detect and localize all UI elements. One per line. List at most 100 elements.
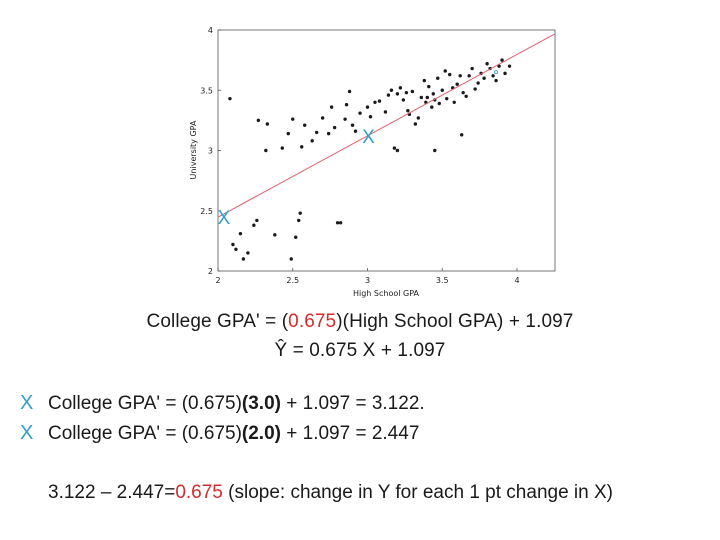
data-point bbox=[344, 103, 349, 107]
data-point bbox=[343, 117, 347, 121]
data-point bbox=[485, 62, 489, 66]
x-tick-label: 3.5 bbox=[436, 276, 449, 285]
data-point bbox=[461, 90, 465, 95]
x-marker-on-line: X bbox=[218, 208, 231, 229]
data-point bbox=[413, 122, 418, 126]
data-point bbox=[401, 98, 406, 102]
data-point bbox=[448, 72, 452, 77]
data-point bbox=[383, 110, 388, 114]
data-point bbox=[353, 129, 358, 133]
example-row-2: X College GPA' = (0.675)(2.0) + 1.097 = 2… bbox=[20, 422, 419, 445]
example-1-prefix: College GPA' = (0.675) bbox=[48, 393, 242, 414]
data-point bbox=[332, 125, 337, 130]
data-point bbox=[228, 96, 232, 101]
data-point bbox=[273, 233, 277, 237]
y-axis-label: University GPA bbox=[189, 120, 198, 179]
data-point bbox=[503, 71, 507, 76]
data-point bbox=[358, 111, 362, 115]
data-point bbox=[433, 148, 437, 153]
data-point bbox=[294, 235, 298, 239]
equation-1-prefix: College GPA' = ( bbox=[146, 311, 289, 332]
data-point bbox=[464, 94, 468, 98]
x-tick-label: 3 bbox=[365, 276, 370, 285]
data-point bbox=[347, 89, 352, 94]
data-point bbox=[234, 247, 238, 252]
data-point bbox=[443, 69, 447, 73]
data-point bbox=[264, 148, 268, 153]
equation-line-1: College GPA' = (0.675)(High School GPA) … bbox=[0, 311, 720, 333]
x-marker-1: X bbox=[20, 392, 34, 414]
data-point bbox=[476, 81, 480, 85]
x-tick-label: 4 bbox=[514, 276, 519, 285]
y-tick-label: 4 bbox=[208, 26, 213, 35]
data-point bbox=[467, 74, 471, 78]
data-point bbox=[440, 88, 444, 92]
slope-diff: 3.122 – 2.447= bbox=[48, 482, 176, 503]
data-point bbox=[455, 82, 459, 86]
data-point bbox=[436, 76, 440, 80]
data-point bbox=[389, 88, 394, 92]
data-point bbox=[470, 66, 474, 71]
data-point bbox=[335, 221, 340, 225]
data-point bbox=[314, 130, 319, 135]
slope-note: (slope: change in Y for each 1 pt change… bbox=[222, 482, 613, 503]
data-point bbox=[445, 96, 449, 101]
data-point bbox=[437, 101, 441, 106]
y-tick-label: 2 bbox=[208, 267, 213, 276]
data-point bbox=[246, 251, 250, 255]
equation-1-slope: 0.675 bbox=[288, 311, 337, 332]
example-1-suffix: + 1.097 = 3.122. bbox=[280, 393, 425, 414]
equation-line-2: Ŷ = 0.675 X + 1.097 bbox=[274, 340, 446, 361]
data-point bbox=[500, 58, 504, 62]
data-point bbox=[365, 105, 370, 109]
data-point bbox=[491, 74, 495, 78]
equation-1-suffix: )(High School GPA) + 1.097 bbox=[336, 311, 574, 332]
data-point bbox=[427, 84, 431, 89]
data-point bbox=[241, 257, 246, 261]
data-point bbox=[398, 86, 403, 90]
data-point bbox=[256, 118, 261, 123]
example-row-1: X College GPA' = (0.675)(3.0) + 1.097 = 3… bbox=[20, 392, 425, 415]
data-point bbox=[494, 78, 498, 83]
data-point bbox=[458, 74, 462, 78]
data-point bbox=[404, 90, 409, 95]
data-point bbox=[392, 146, 397, 150]
data-point bbox=[350, 123, 355, 127]
data-point bbox=[431, 92, 435, 96]
data-point bbox=[291, 117, 295, 121]
data-point bbox=[280, 146, 284, 150]
data-point bbox=[459, 133, 464, 137]
data-point bbox=[297, 218, 301, 223]
data-point bbox=[310, 139, 314, 143]
data-point bbox=[395, 92, 400, 96]
data-point bbox=[286, 131, 290, 136]
data-point bbox=[238, 231, 243, 236]
data-point bbox=[452, 100, 456, 105]
data-point bbox=[265, 122, 270, 126]
data-point bbox=[373, 100, 377, 105]
data-point bbox=[473, 87, 477, 91]
data-point bbox=[252, 223, 256, 227]
x-tick-label: 2.5 bbox=[286, 276, 299, 285]
data-point bbox=[368, 115, 373, 119]
regression-line bbox=[217, 33, 555, 218]
data-point bbox=[386, 93, 391, 97]
data-point bbox=[377, 99, 382, 103]
data-point bbox=[497, 64, 501, 68]
scatter-plot: 2 2.5 3 3.5 4 2 2.5 3 3.5 4 X X High School GPA Un… bbox=[189, 26, 556, 298]
x-marker-on-line: X bbox=[362, 127, 375, 148]
data-point bbox=[406, 109, 410, 113]
data-point bbox=[298, 211, 302, 215]
data-point bbox=[303, 123, 307, 127]
x-marker-2: X bbox=[20, 422, 34, 444]
data-point bbox=[255, 218, 259, 223]
x-axis-label: High School GPA bbox=[353, 289, 420, 298]
data-point bbox=[482, 76, 486, 80]
data-point bbox=[289, 257, 293, 261]
data-point bbox=[300, 145, 304, 149]
data-point bbox=[231, 242, 235, 247]
data-point bbox=[320, 116, 325, 120]
data-point bbox=[430, 105, 434, 109]
data-point bbox=[329, 105, 334, 109]
slope-explanation: 3.122 – 2.447=0.675 (slope: change in Y … bbox=[48, 482, 613, 504]
